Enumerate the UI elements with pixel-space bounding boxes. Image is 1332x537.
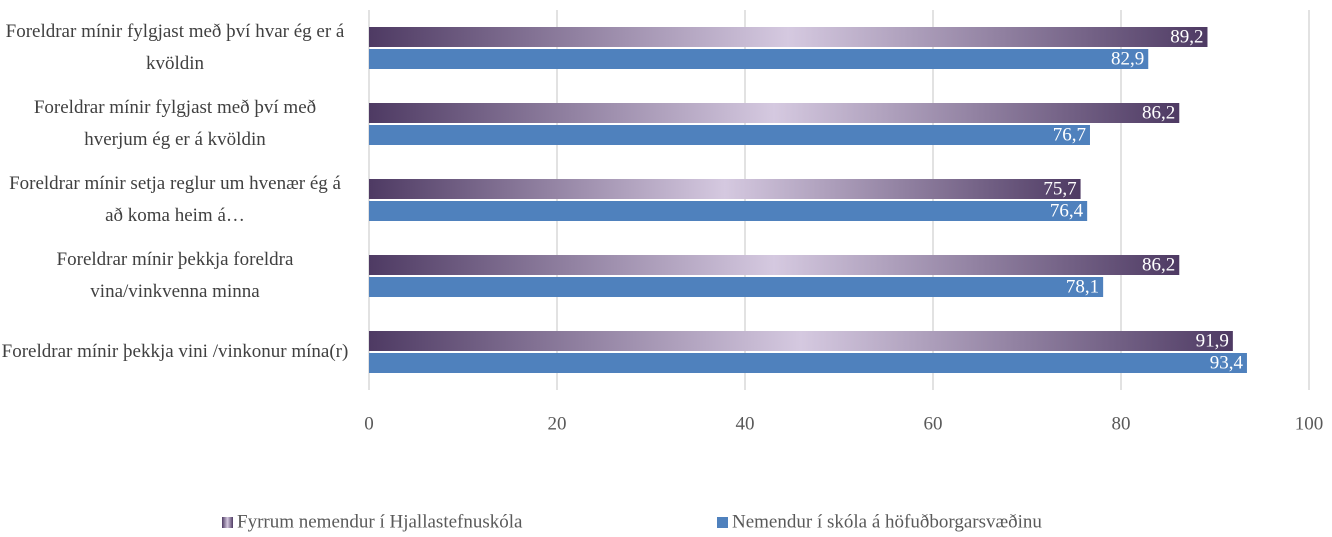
data-label: 75,7: [1043, 178, 1076, 199]
bar: [369, 27, 1208, 47]
legend-marker: [222, 517, 233, 528]
data-label: 76,7: [1053, 124, 1086, 145]
data-label: 86,2: [1142, 254, 1175, 275]
legend-label: Nemendur í skóla á höfuðborgarsvæðinu: [732, 511, 1042, 532]
legend-marker: [717, 517, 728, 528]
x-tick-label: 20: [548, 413, 567, 434]
bar: [369, 255, 1180, 275]
x-tick-label: 0: [364, 413, 374, 434]
y-tick-label: Foreldrar mínir fylgjast með því hvar ég…: [5, 21, 345, 74]
x-tick-label: 80: [1112, 413, 1131, 434]
bar: [369, 179, 1081, 199]
x-tick-label: 60: [924, 413, 943, 434]
bar: [369, 103, 1180, 123]
data-label: 82,9: [1111, 48, 1144, 69]
bar: [369, 331, 1233, 351]
data-label: 76,4: [1050, 200, 1084, 221]
bar: [369, 201, 1088, 221]
bar: [369, 125, 1090, 145]
bar: [369, 353, 1247, 373]
data-label: 78,1: [1066, 276, 1099, 297]
x-tick-label: 100: [1295, 413, 1324, 434]
y-tick-label: Foreldrar mínir fylgjast með því með hve…: [33, 97, 317, 150]
y-tick-label: Foreldrar mínir þekkja foreldra vina/vin…: [56, 249, 294, 302]
y-tick-label: Foreldrar mínir setja reglur um hvenær é…: [9, 173, 341, 226]
data-label: 89,2: [1170, 26, 1203, 47]
y-tick-label: Foreldrar mínir þekkja vini /vinkonur mí…: [1, 341, 349, 362]
legend-label: Fyrrum nemendur í Hjallastefnuskóla: [237, 511, 523, 532]
bar: [369, 49, 1149, 69]
data-label: 86,2: [1142, 102, 1175, 123]
x-tick-label: 40: [736, 413, 755, 434]
bar: [369, 277, 1104, 297]
data-label: 93,4: [1210, 352, 1244, 373]
data-label: 91,9: [1196, 330, 1229, 351]
